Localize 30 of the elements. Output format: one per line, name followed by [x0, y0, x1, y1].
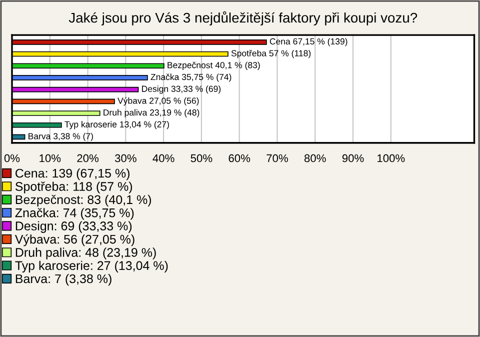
x-tick-label: 80% — [304, 154, 326, 162]
data-label: Barva 3,38 % (7) — [28, 132, 93, 142]
x-tick-label: 0% — [4, 154, 20, 162]
x-tick-label: 90% — [342, 154, 364, 162]
legend-label: Barva: 7 (3,38 %) — [16, 274, 112, 286]
legend-label: Spotřeba: 118 (57 %) — [15, 182, 132, 194]
data-label: Spotřeba 57 % (118) — [231, 50, 311, 58]
data-label: Druh paliva 23,19 % (48) — [104, 109, 200, 118]
x-tick-label: 60% — [228, 154, 250, 162]
legend-label: Design: 69 (33,33 %) — [16, 221, 132, 233]
x-tick-label: 50% — [190, 154, 212, 162]
data-label: Typ karoserie 13,04 % (27) — [64, 121, 169, 130]
x-tick-label: 70% — [266, 154, 288, 162]
data-label: Značka 35,75 % (74) — [150, 74, 232, 82]
x-tick-label: 20% — [77, 154, 98, 162]
x-tick-label: 100% — [378, 154, 405, 162]
x-tick-label: 10% — [40, 154, 61, 162]
data-label: Cena 67,15 % (139) — [270, 38, 348, 46]
data-label: Bezpečnost 40,1 % (83) — [168, 62, 260, 70]
x-tick-label: 30% — [114, 154, 136, 162]
legend-label: Typ karoserie: 27 (13,04 %) — [15, 260, 168, 272]
legend-label: Bezpečnost: 83 (40,1 %) — [16, 194, 152, 207]
data-label: Design 33,33 % (69) — [142, 85, 221, 94]
data-label: Výbava 27,05 % (56) — [118, 97, 199, 106]
legend-label: Cena: 139 (67,15 %) — [16, 168, 130, 180]
x-tick-label: 40% — [152, 154, 174, 162]
legend-label: Druh paliva: 48 (23,19 %) — [16, 248, 156, 260]
legend-label: Značka: 74 (35,75 %) — [15, 208, 134, 220]
chart-title: Jaké jsou pro Vás 3 nejdůležitější faktory při koupi vozu? — [68, 11, 418, 26]
legend-label: Výbava: 56 (27,05 %) — [14, 234, 134, 246]
